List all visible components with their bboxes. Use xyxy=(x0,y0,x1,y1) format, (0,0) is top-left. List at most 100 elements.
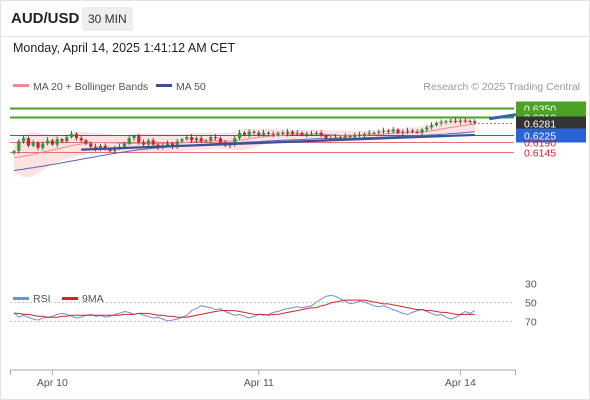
ma20-legend-swatch xyxy=(13,84,29,87)
candle xyxy=(151,137,155,148)
candle xyxy=(142,139,146,147)
candle xyxy=(70,130,74,139)
candle xyxy=(410,128,414,134)
candle xyxy=(377,129,381,135)
candle xyxy=(214,134,218,141)
ma50-line xyxy=(13,131,475,171)
candle xyxy=(276,131,280,137)
candle xyxy=(65,134,69,144)
candle xyxy=(305,131,309,138)
candle xyxy=(199,135,203,144)
candle xyxy=(17,139,21,154)
ma20-legend-label: MA 20 + Bollinger Bands xyxy=(33,81,148,93)
candle xyxy=(295,130,299,136)
candle xyxy=(12,149,16,155)
candle xyxy=(473,119,477,125)
candle xyxy=(286,128,290,137)
candle xyxy=(420,128,424,136)
candle xyxy=(271,131,275,138)
credit-label: Research © 2025 Trading Central xyxy=(423,81,580,93)
candle xyxy=(430,122,434,130)
candle xyxy=(26,136,30,148)
candle xyxy=(425,125,429,132)
bollinger-bands xyxy=(14,116,475,177)
rsi-tick-label: 30 xyxy=(525,279,537,291)
candlesticks xyxy=(12,117,477,155)
bollinger-band-fill xyxy=(14,116,475,177)
candle xyxy=(60,137,64,144)
candle xyxy=(84,139,88,146)
candle xyxy=(468,119,472,124)
candle xyxy=(391,126,395,134)
candle xyxy=(439,119,443,126)
candle xyxy=(310,130,314,137)
candle xyxy=(22,135,26,144)
candle xyxy=(74,132,78,141)
candle xyxy=(449,118,453,124)
rsi-tick-label: 70 xyxy=(525,317,537,329)
candle xyxy=(262,129,266,137)
pivot-tag xyxy=(516,128,586,143)
support-label: 0.6145 xyxy=(524,148,556,160)
candle xyxy=(454,117,458,124)
candle xyxy=(434,121,438,127)
candle xyxy=(79,135,83,143)
candle xyxy=(458,118,462,125)
candle xyxy=(146,138,150,146)
candle xyxy=(218,136,222,145)
candle xyxy=(190,134,194,143)
rsi-ma-line xyxy=(14,299,475,318)
timeframe-badge[interactable]: 30 MIN xyxy=(82,7,133,31)
candle xyxy=(367,130,371,137)
candle xyxy=(242,131,246,137)
ma50-legend-label: MA 50 xyxy=(176,81,206,93)
candle xyxy=(194,136,198,143)
candle xyxy=(401,129,405,136)
pivot-label: 0.6225 xyxy=(524,131,556,143)
last-price-tag xyxy=(516,116,586,131)
candle xyxy=(386,128,390,134)
rsi-legend-swatch xyxy=(13,297,29,300)
candle xyxy=(209,134,213,143)
candle xyxy=(46,137,50,146)
candle xyxy=(238,129,242,140)
candle xyxy=(50,138,54,146)
rsi-tick-label: 50 xyxy=(525,298,537,310)
candle xyxy=(180,137,184,144)
candle xyxy=(338,135,342,140)
candle xyxy=(55,136,59,148)
rsi-panel: 70 50 30 xyxy=(10,279,537,329)
candle xyxy=(113,145,117,154)
x-axis: Apr 10 Apr 11 Apr 14 xyxy=(10,370,516,389)
candle xyxy=(353,132,357,139)
candle xyxy=(127,135,131,145)
candle xyxy=(204,139,208,143)
candle xyxy=(358,131,362,138)
candle xyxy=(415,129,419,135)
candle xyxy=(31,139,35,148)
rsi-line xyxy=(13,294,476,322)
candle xyxy=(362,132,366,139)
candle xyxy=(382,127,386,135)
candle xyxy=(300,131,304,137)
support-trendline xyxy=(81,133,475,151)
candle xyxy=(185,134,189,141)
chart-header: AUD/USD 30 MIN xyxy=(0,0,590,36)
candle xyxy=(463,117,467,124)
x-tick-label: Apr 14 xyxy=(445,377,476,389)
candle xyxy=(444,120,448,125)
x-tick-label: Apr 10 xyxy=(37,377,68,389)
last-price-label: 0.6281 xyxy=(524,119,556,131)
rsi-legend-label: RSI xyxy=(33,293,51,305)
candle xyxy=(290,129,294,137)
header-divider xyxy=(0,36,590,37)
candle xyxy=(314,131,318,136)
candle xyxy=(266,131,270,137)
candle xyxy=(89,141,93,149)
candle xyxy=(257,130,261,137)
candle xyxy=(252,130,256,135)
candle xyxy=(406,127,410,134)
candle xyxy=(94,143,98,152)
candle xyxy=(396,128,400,135)
